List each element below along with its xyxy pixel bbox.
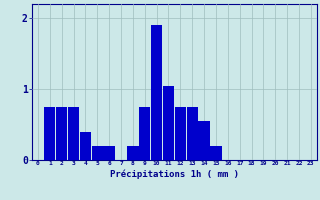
Bar	[151, 25, 162, 160]
Bar	[68, 107, 79, 160]
Bar	[175, 107, 186, 160]
Bar	[210, 146, 221, 160]
Bar	[139, 107, 150, 160]
Bar	[187, 107, 198, 160]
Bar	[198, 121, 210, 160]
Bar	[163, 86, 174, 160]
X-axis label: Précipitations 1h ( mm ): Précipitations 1h ( mm )	[110, 169, 239, 179]
Bar	[127, 146, 139, 160]
Bar	[80, 132, 91, 160]
Bar	[103, 146, 115, 160]
Bar	[92, 146, 103, 160]
Bar	[44, 107, 55, 160]
Bar	[56, 107, 67, 160]
